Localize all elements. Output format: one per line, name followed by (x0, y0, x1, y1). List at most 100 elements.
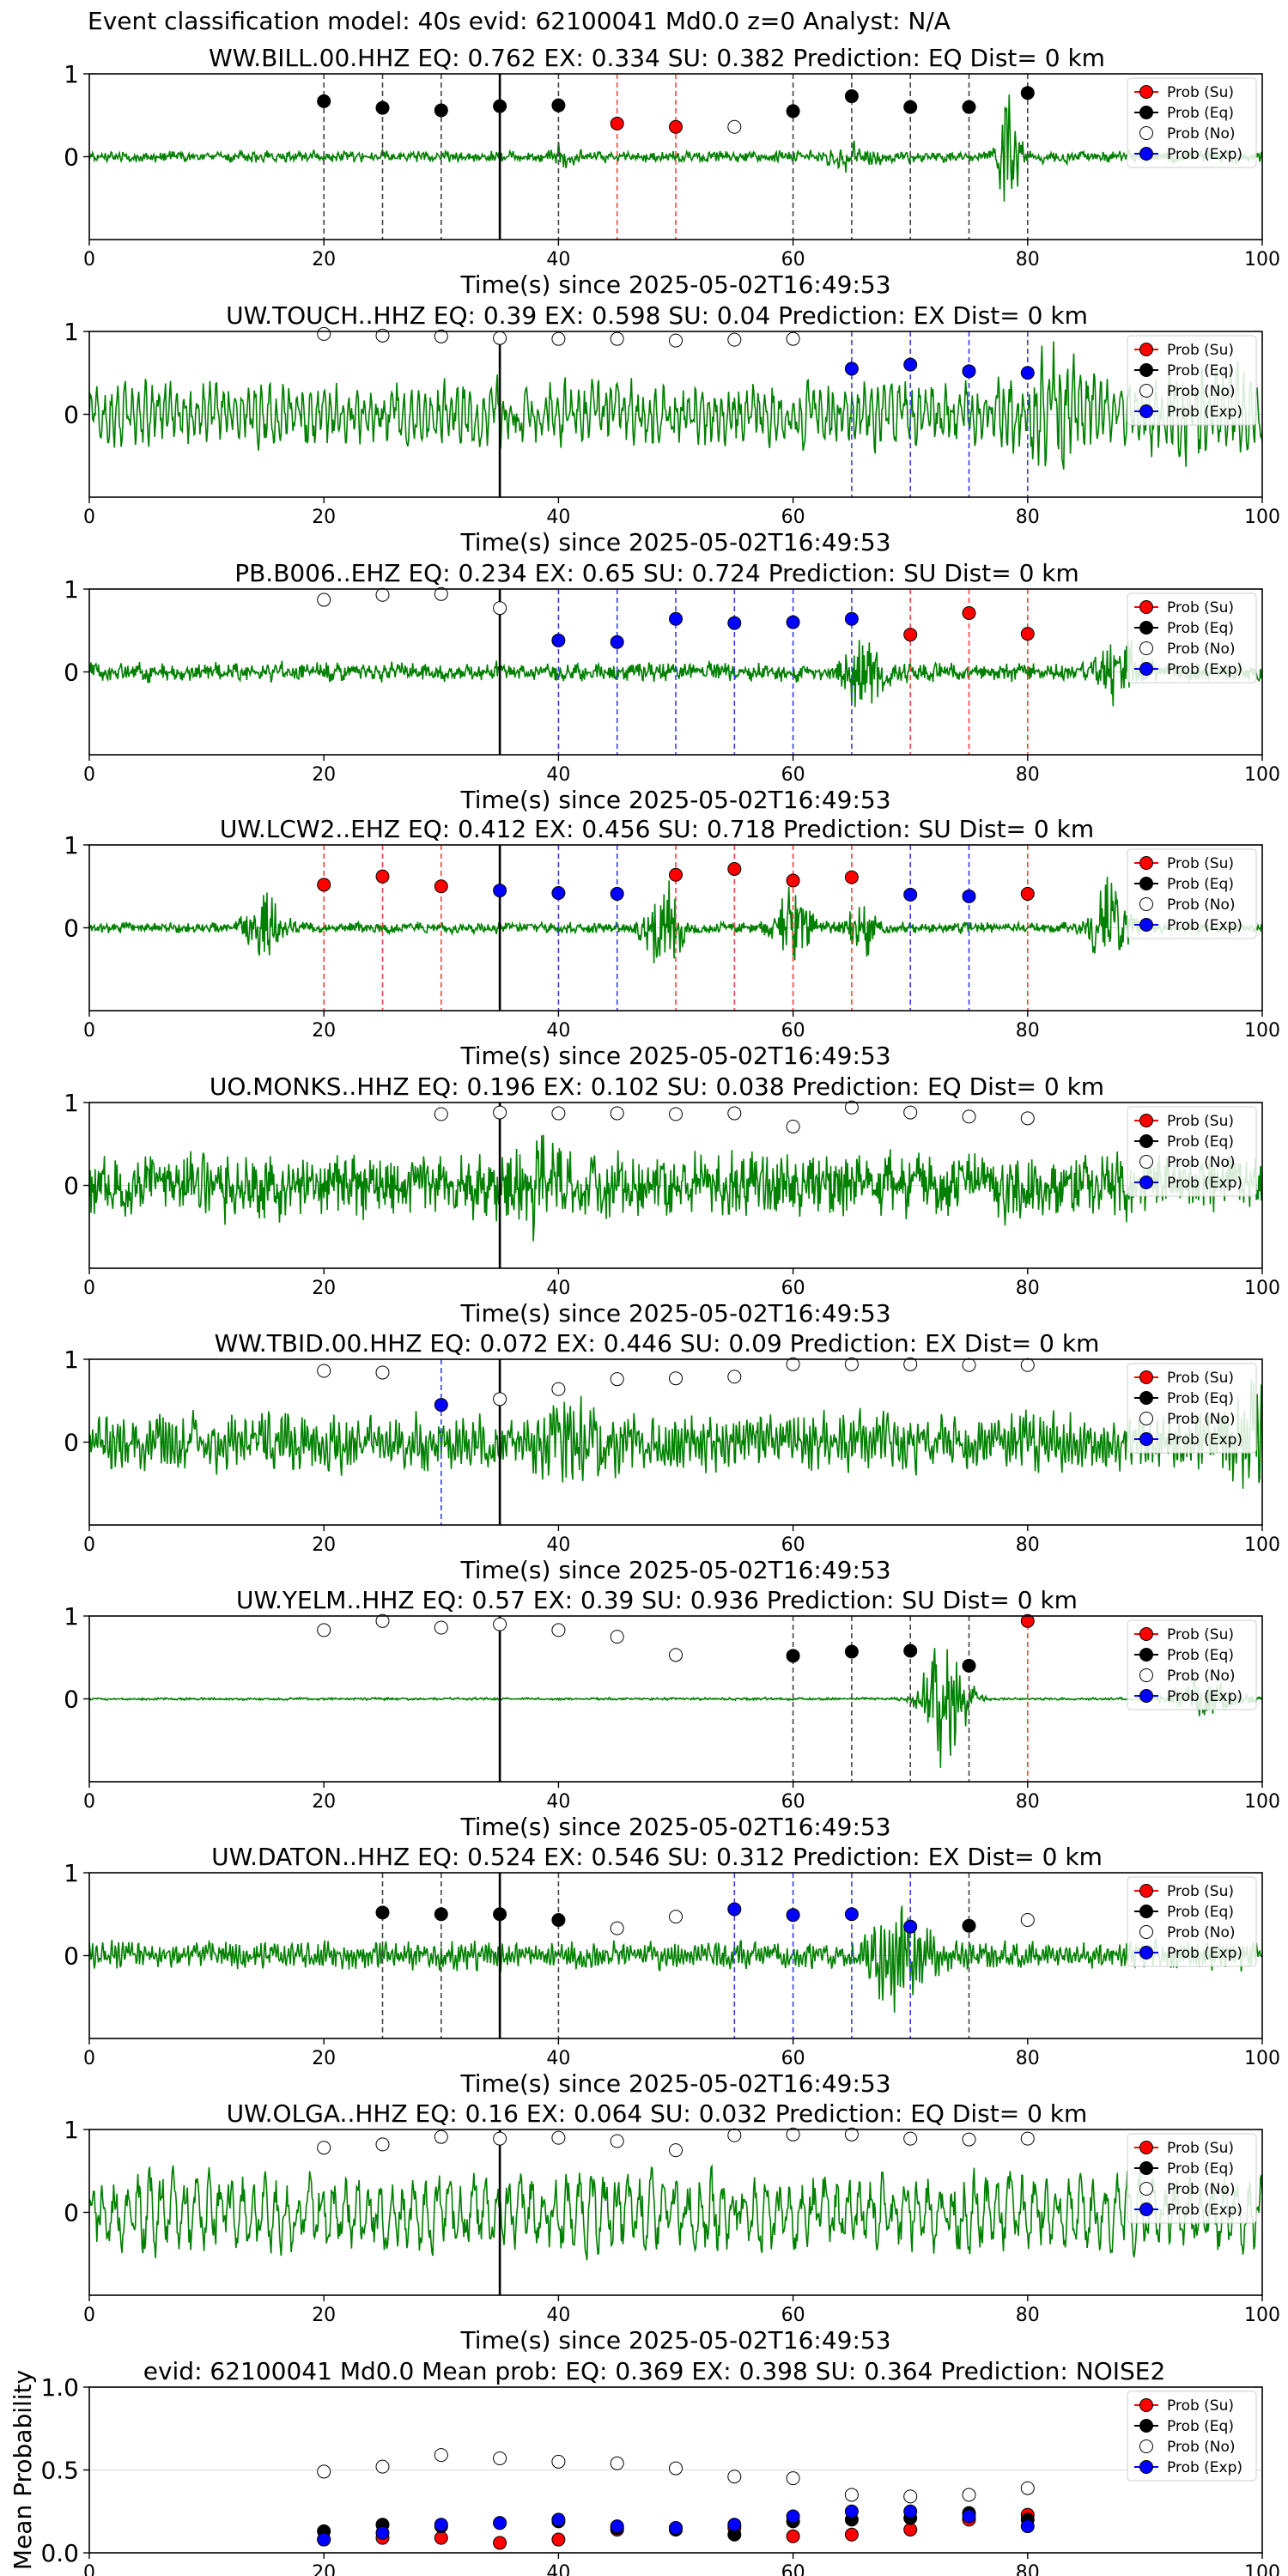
prob-point-no (493, 601, 507, 616)
x-tick-label: 100 (1244, 1278, 1280, 1299)
x-tick-label: 20 (312, 2048, 336, 2069)
legend-label-su: Prob (Su) (1167, 1626, 1234, 1643)
legend-label-eq: Prob (Eq) (1167, 105, 1234, 122)
legend-label-su: Prob (Su) (1167, 84, 1234, 101)
mean-point-no (551, 2454, 566, 2469)
plot-area (89, 1873, 1262, 2038)
legend-box (1127, 77, 1257, 168)
legend-box (1127, 848, 1257, 939)
legend-marker-su (1139, 1370, 1153, 1384)
x-tick-label: 40 (546, 1278, 570, 1299)
prob-point-no (1020, 1111, 1035, 1126)
seismogram-trace (89, 877, 1262, 963)
x-tick-label: 60 (781, 1791, 805, 1813)
legend-label-exp: Prob (Exp) (1167, 1175, 1242, 1192)
x-tick-label: 100 (1244, 249, 1280, 270)
mean-point-no (375, 2459, 390, 2474)
x-tick-label: 0 (83, 1791, 95, 1813)
prob-point-no (962, 1358, 976, 1372)
seismogram-trace (89, 1134, 1262, 1242)
x-axis-label: Time(s) since 2025-05-02T16:49:53 (459, 1299, 890, 1327)
x-tick-label: 100 (1244, 2048, 1280, 2069)
prob-point-exp (903, 1919, 918, 1934)
legend-marker-eq (1139, 621, 1153, 635)
legend-marker-no (1139, 641, 1153, 655)
prob-point-no (434, 1620, 448, 1635)
mean-point-no (962, 2488, 976, 2502)
mean-point-su (493, 2536, 507, 2550)
legend-box (1127, 1619, 1257, 1710)
prob-point-eq (786, 104, 800, 118)
legend-marker-no (1139, 1668, 1153, 1682)
plot-area (89, 1359, 1262, 1525)
prob-point-no (551, 2130, 566, 2145)
figure-suptitle: Event classification model: 40s evid: 62… (88, 7, 951, 35)
mean-point-exp (493, 2516, 507, 2530)
legend-label-su: Prob (Su) (1167, 2140, 1234, 2157)
mean-point-exp (962, 2509, 976, 2524)
x-tick-label: 20 (312, 2305, 336, 2326)
prob-point-eq (903, 100, 918, 114)
mean-point-no (669, 2461, 683, 2476)
prob-point-no (434, 586, 448, 601)
prob-point-eq (903, 1643, 918, 1658)
x-tick-label: 40 (546, 1791, 570, 1813)
prob-point-su (727, 861, 742, 876)
panel-title: evid: 62100041 Md0.0 Mean prob: EQ: 0.36… (143, 2357, 1166, 2385)
legend-label-eq: Prob (Eq) (1167, 1133, 1234, 1151)
y-tick-label: 1 (64, 318, 79, 346)
legend-label-exp: Prob (Exp) (1167, 2202, 1242, 2219)
y-tick-label: 1 (64, 1089, 79, 1117)
x-tick-label: 80 (1016, 1020, 1040, 1042)
panel-9: UW.OLGA..HHZ EQ: 0.16 EX: 0.064 SU: 0.03… (64, 2099, 1280, 2354)
prob-point-no (493, 1105, 507, 1120)
prob-point-eq (1020, 86, 1035, 100)
legend-marker-su (1139, 343, 1153, 356)
legend-label-no: Prob (No) (1167, 2181, 1236, 2198)
x-axis-label: Time(s) since 2025-05-02T16:49:53 (459, 1813, 890, 1841)
prob-point-eq (962, 100, 976, 114)
prob-point-eq (434, 1907, 448, 1922)
legend-label-su: Prob (Su) (1167, 1113, 1234, 1130)
legend-marker-eq (1139, 2161, 1153, 2175)
x-tick-label: 40 (546, 507, 570, 528)
prob-point-no (375, 1365, 390, 1380)
prob-point-no (844, 2127, 859, 2142)
x-tick-label: 40 (546, 1534, 570, 1556)
x-axis-label: Time(s) since 2025-05-02T16:49:53 (459, 1556, 890, 1584)
seismogram-trace (89, 1648, 1262, 1768)
prob-point-no (493, 331, 507, 345)
prob-point-exp (844, 1907, 859, 1922)
y-tick-label: 1 (64, 2116, 79, 2144)
y-axis-label: Mean Probability (9, 2370, 37, 2570)
prob-point-exp (962, 889, 976, 903)
legend: Prob (Su) Prob (Eq) Prob (No) Prob (Exp) (1127, 1363, 1257, 1454)
legend: Prob (Su) Prob (Eq) Prob (No) Prob (Exp) (1127, 848, 1257, 939)
mean-point-exp (786, 2509, 800, 2524)
legend-marker-su (1139, 85, 1153, 99)
legend-marker-no (1139, 2439, 1153, 2453)
x-tick-label: 0 (83, 1534, 95, 1556)
legend-marker-exp (1139, 1432, 1153, 1446)
x-tick-label: 80 (1016, 1534, 1040, 1556)
prob-point-exp (1020, 366, 1035, 380)
prob-point-su (962, 605, 976, 620)
legend-marker-exp (1139, 662, 1153, 676)
x-tick-label: 20 (312, 1791, 336, 1813)
x-tick-label: 60 (781, 507, 805, 528)
x-tick-label: 60 (781, 249, 805, 270)
prob-point-no (434, 2129, 448, 2144)
legend-label-su: Prob (Su) (1167, 855, 1234, 872)
y-tick-label: 0 (64, 914, 79, 943)
prob-point-su (434, 879, 448, 894)
prob-point-eq (962, 1918, 976, 1933)
prob-point-su (317, 878, 331, 892)
prob-point-no (317, 2141, 331, 2155)
legend-marker-su (1139, 1114, 1153, 1127)
seismogram-trace (89, 2164, 1262, 2261)
panel-title: UW.TOUCH..HHZ EQ: 0.39 EX: 0.598 SU: 0.0… (226, 301, 1088, 330)
prob-point-no (903, 1357, 918, 1371)
prob-point-no (434, 329, 448, 343)
legend-marker-no (1139, 897, 1153, 911)
